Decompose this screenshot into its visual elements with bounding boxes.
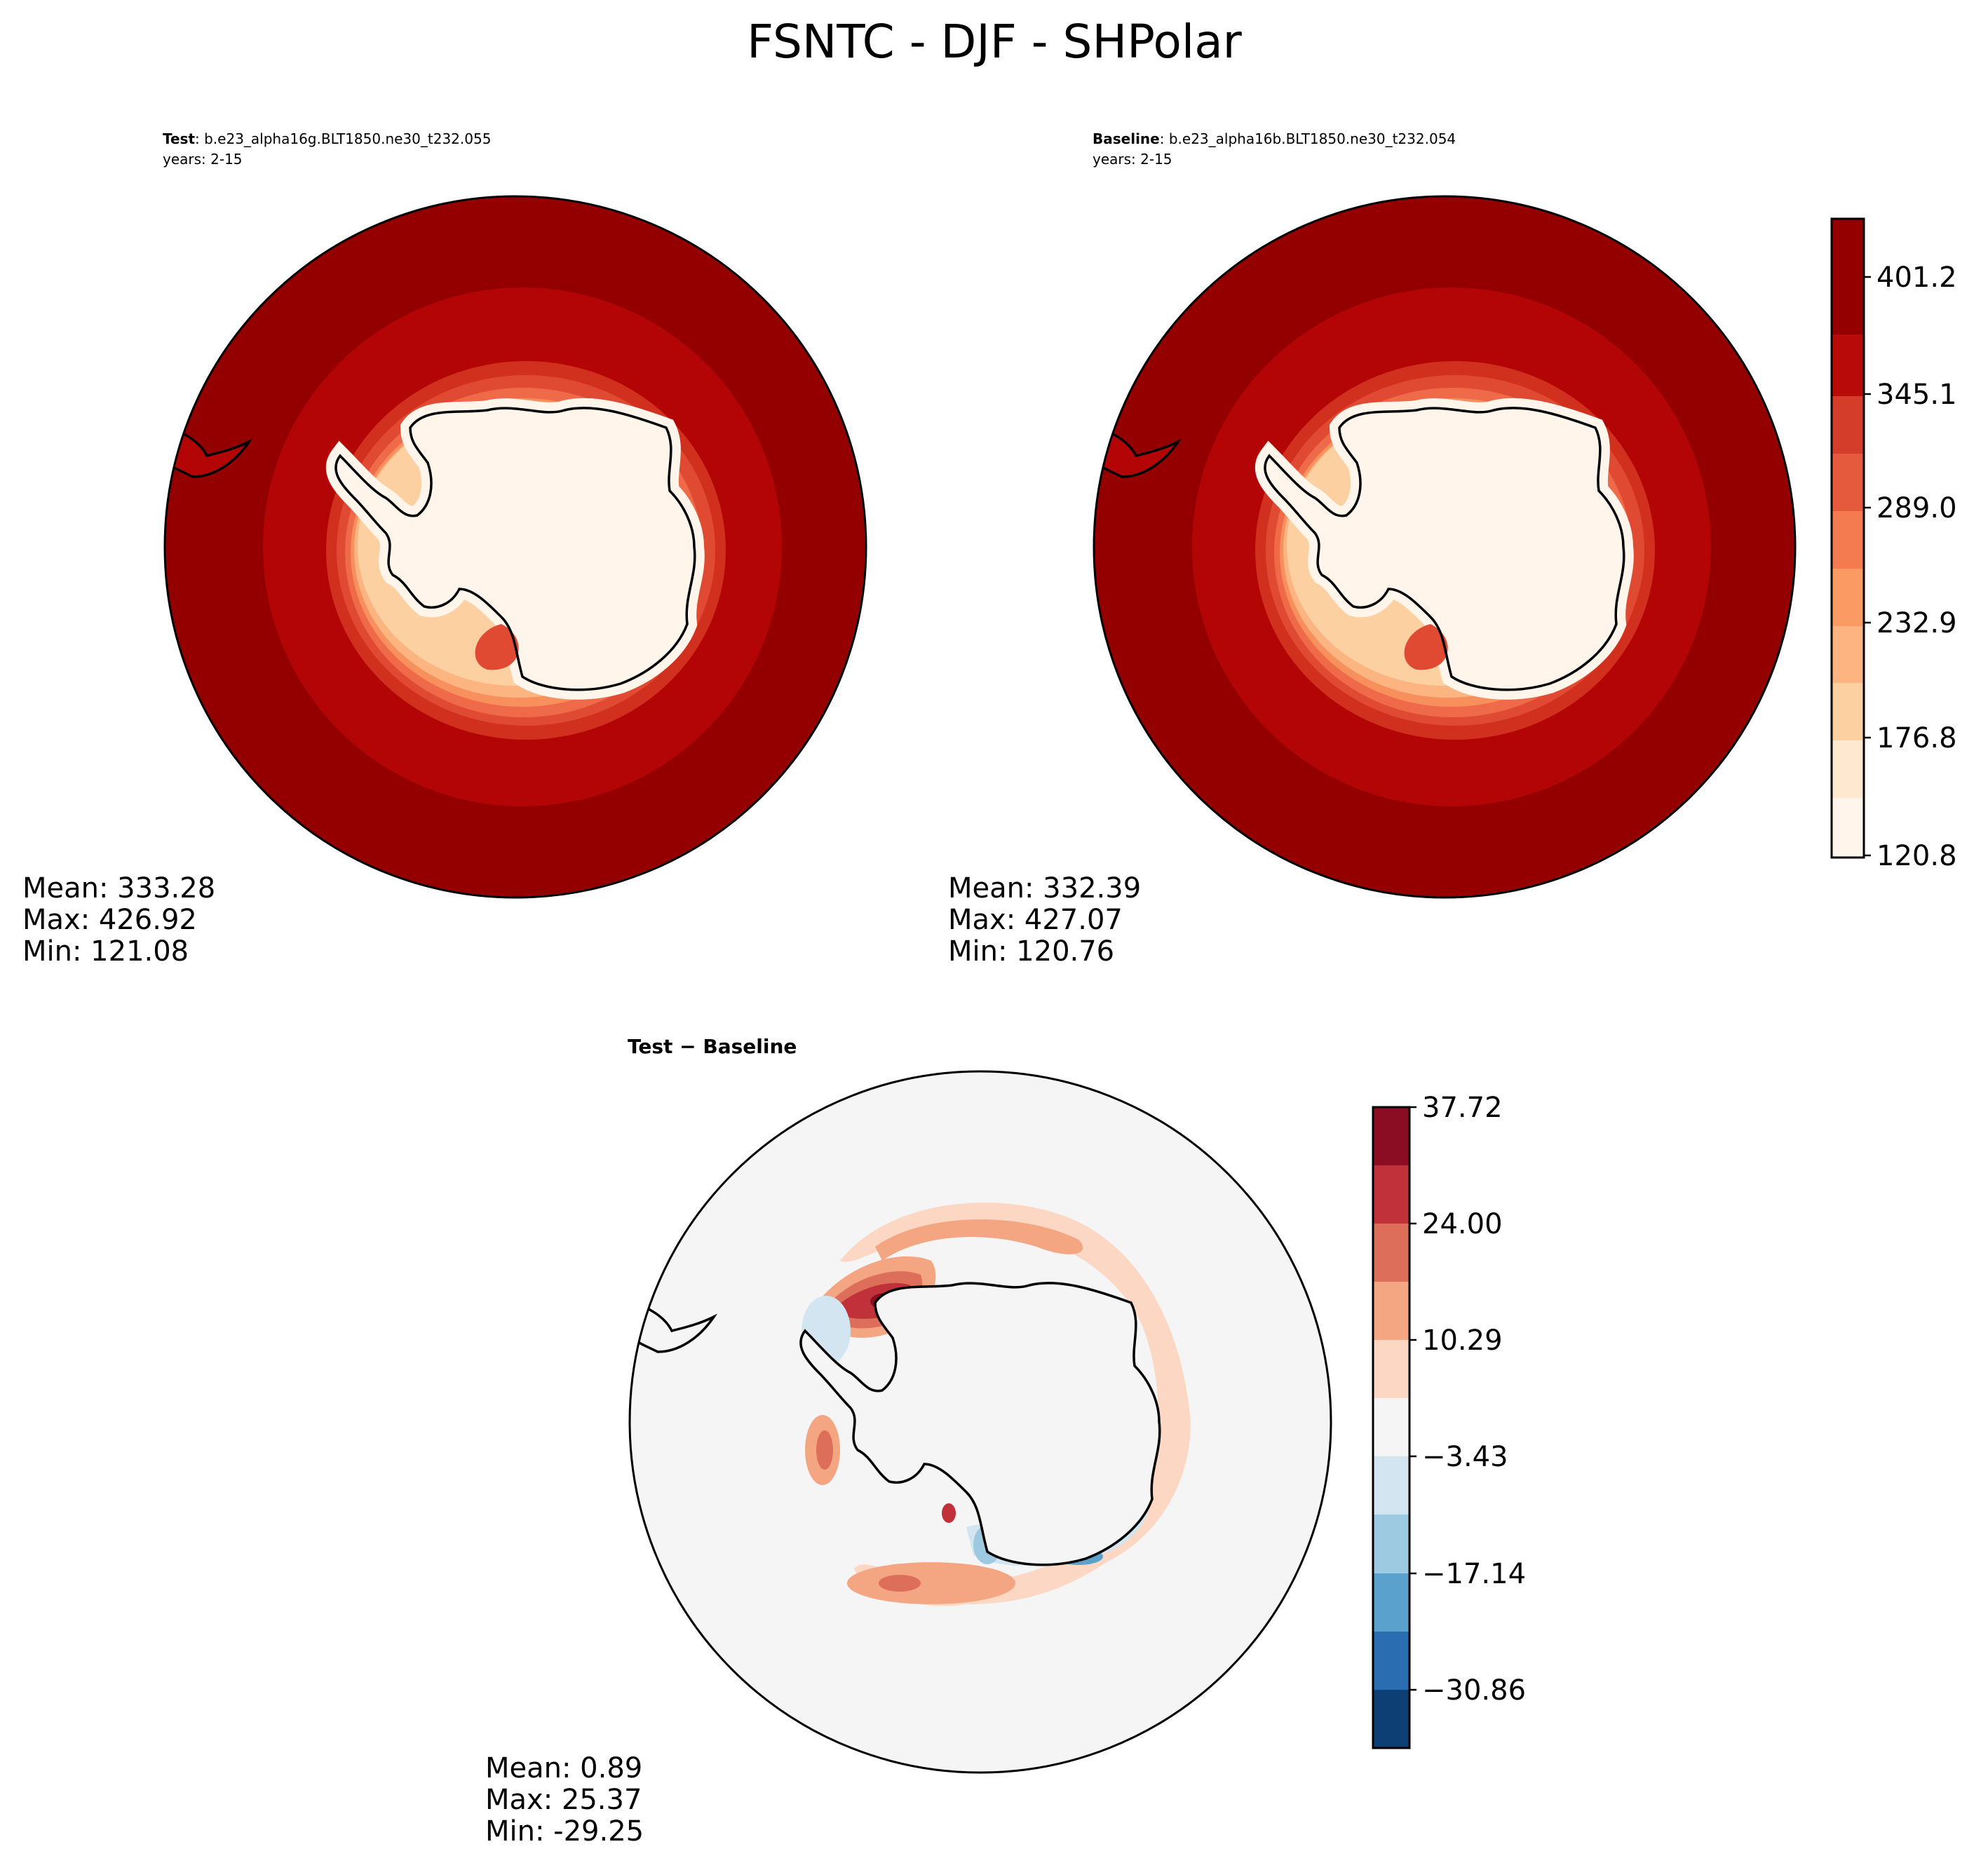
svg-text:Baseline: b.e23_alpha16b.BLT18: Baseline: b.e23_alpha16b.BLT1850.ne30_t2… <box>1093 130 1456 147</box>
main-colorbar-tick-4: 232.9 <box>1877 607 1957 639</box>
baseline-ross-patch <box>1404 624 1448 670</box>
figure-title: FSNTC - DJF - SHPolar <box>747 15 1243 69</box>
baseline-map <box>1093 195 1797 899</box>
test-panel: Test: b.e23_alpha16g.BLT1850.ne30_t232.0… <box>22 130 867 968</box>
diff-pos-bottom-core <box>879 1575 921 1592</box>
diff-max: Max: 25.37 <box>485 1784 642 1816</box>
diff-min: Min: -29.25 <box>485 1815 644 1848</box>
test-max: Max: 426.92 <box>22 904 197 936</box>
diff-continent <box>799 1282 1161 1566</box>
baseline-max: Max: 427.07 <box>948 904 1123 936</box>
baseline-panel-label: Baseline <box>1093 130 1160 147</box>
diff-mean: Mean: 0.89 <box>485 1752 642 1784</box>
svg-text:Test: b.e23_alpha16g.BLT1850.n: Test: b.e23_alpha16g.BLT1850.ne30_t232.0… <box>163 130 491 147</box>
main-colorbar-tick-6: 120.8 <box>1877 840 1957 872</box>
test-panel-case: : b.e23_alpha16g.BLT1850.ne30_t232.055 <box>195 130 491 147</box>
baseline-panel: Baseline: b.e23_alpha16b.BLT1850.ne30_t2… <box>948 130 1797 968</box>
diff-pos-ring <box>840 1202 1191 1606</box>
diff-colorbar-tick-4: −3.43 <box>1422 1441 1508 1473</box>
diff-pos-bottom <box>847 1562 1015 1604</box>
main-colorbar-tick-3: 289.0 <box>1877 492 1957 524</box>
diff-colorbar-tick-2: 24.00 <box>1422 1208 1503 1240</box>
diff-panel-title: Test − Baseline <box>628 1035 797 1058</box>
main-colorbar-tick-2: 345.1 <box>1877 379 1957 411</box>
diff-pos-band <box>875 1219 1083 1261</box>
diff-colorbar-tick-6: −30.86 <box>1422 1674 1526 1707</box>
test-map <box>163 195 867 899</box>
test-panel-years: years: 2-15 <box>163 151 243 168</box>
test-ross-patch <box>475 624 519 670</box>
test-map-border <box>163 195 867 899</box>
baseline-min: Min: 120.76 <box>948 935 1114 968</box>
diff-colorbar-tick-5: −17.14 <box>1422 1558 1526 1590</box>
diff-colorbar-tick-3: 10.29 <box>1422 1324 1503 1357</box>
diff-map <box>628 1070 1332 1774</box>
diff-map-border <box>628 1070 1332 1774</box>
main-colorbar-tick-1: 401.2 <box>1877 262 1957 294</box>
diff-pos-ross <box>942 1503 956 1523</box>
main-colorbar-tick-5: 176.8 <box>1877 722 1957 754</box>
test-panel-label: Test <box>163 130 195 147</box>
main-colorbar: 401.2 345.1 289.0 232.9 176.8 120.8 <box>1830 217 1957 872</box>
test-min: Min: 121.08 <box>22 935 189 968</box>
baseline-mean: Mean: 332.39 <box>948 872 1141 904</box>
test-mean: Mean: 333.28 <box>22 872 215 904</box>
diff-colorbar: 37.72 24.00 10.29 −3.43 −17.14 −30.86 <box>1372 1092 1526 1749</box>
diff-pos-left-core <box>816 1430 833 1470</box>
diff-panel: Test − Baseline <box>485 1035 1332 1848</box>
baseline-panel-case: : b.e23_alpha16b.BLT1850.ne30_t232.054 <box>1160 130 1456 147</box>
baseline-map-border <box>1093 195 1797 899</box>
diff-colorbar-tick-1: 37.72 <box>1422 1092 1503 1124</box>
baseline-panel-years: years: 2-15 <box>1093 151 1172 168</box>
